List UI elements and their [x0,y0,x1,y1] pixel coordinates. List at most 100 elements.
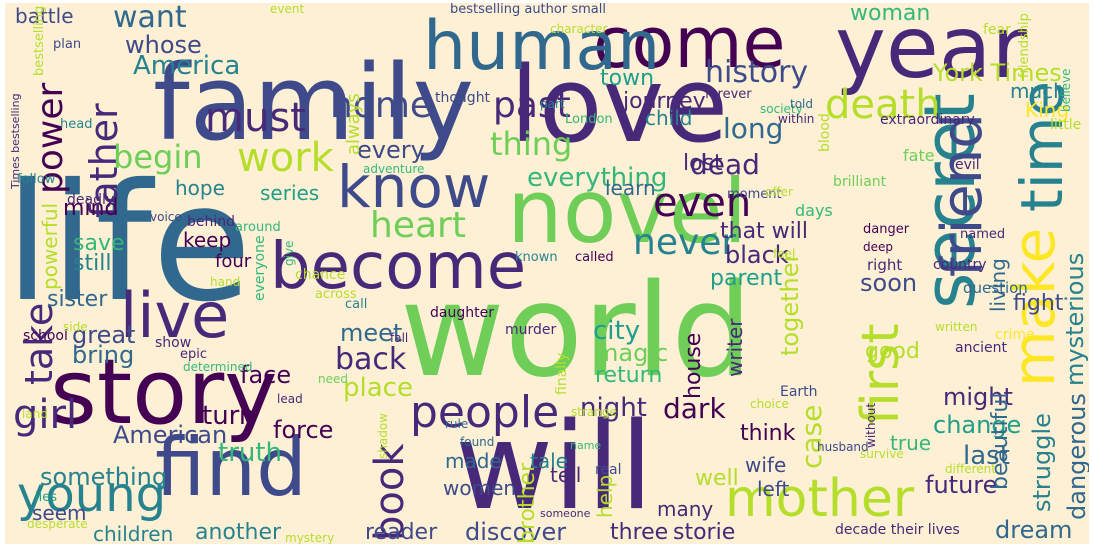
word-someone: someone [540,507,591,520]
word-school: school [23,328,68,344]
word-girl: girl [13,392,78,438]
word-series: series [260,181,320,205]
word-world: world [400,257,753,406]
word-novel: novel [507,160,748,263]
word-lost: lost [683,151,723,176]
word-find: find [155,421,307,514]
word-chance: chance [295,267,346,283]
word-voice: voice [150,210,182,224]
word-feel: feel [773,247,796,261]
word-days: days [795,201,833,220]
word-young: young [17,467,167,523]
word-night: night [580,393,647,423]
word-desperate: desperate [27,517,88,531]
word-another: another [195,520,282,544]
word-save: save [73,231,125,256]
word-much: much [1010,79,1066,103]
word-survive: survive [860,447,904,461]
word-daughter: daughter [430,305,494,321]
word-begin: begin [113,138,203,176]
word-hand: hand [210,275,241,289]
word-family: family [153,42,474,164]
word-keep: keep [183,228,232,252]
word-town: town [600,66,655,91]
word-side: side [63,320,88,334]
word-fall: fall [390,331,409,345]
word-tell: tell [550,463,582,487]
word-character: character [550,22,608,36]
word-left: left [757,477,790,501]
word-dark: dark [663,392,726,425]
word-discover: discover [465,518,567,544]
word-land: land [22,407,48,421]
word-home: home [330,85,433,126]
word-every: every [357,136,425,164]
word-believe: believe [1059,68,1073,112]
word-london: London [565,112,613,127]
word-truth: truth [218,438,283,468]
word-always: always [343,93,364,155]
word-want: want [113,3,187,35]
word-king: King [1025,98,1070,122]
word-storie: storie [673,520,736,544]
word-murder: murder [505,322,557,338]
word-learn: learn [605,176,656,200]
word-decade-their-lives: decade their lives [835,522,960,538]
word-struggle: struggle [1028,413,1056,512]
word-determined: determined [183,360,253,374]
word-evil: evil [955,157,980,173]
word-dangerous: dangerous [1063,393,1089,520]
word-brilliant: brilliant [833,174,887,190]
word-know: know [337,153,491,221]
word-must: must [205,95,306,141]
word-woman: woman [850,3,931,26]
word-within: within [778,112,815,126]
word-come: come [593,3,786,84]
word-question: question [963,279,1028,297]
word-city: city [593,316,641,346]
word-lies: lies [35,490,57,505]
word-history: history [705,55,809,90]
word-magic: magic [595,339,669,367]
word-even: even [653,180,752,226]
word-plan: plan [53,37,82,52]
word-still: still [73,251,112,276]
word-work: work [237,135,334,181]
word-need: need [318,372,348,386]
word-danger: danger [863,222,910,237]
word-america: America [133,51,241,81]
word-head: head [60,117,93,132]
word-great: great [72,321,136,349]
word-event: event [270,3,305,16]
word-epic: epic [180,347,208,362]
word-found: found [460,435,495,449]
word-made: made [445,449,502,473]
word-soon: soon [860,269,918,297]
word-year: year [835,3,1027,98]
word-whose: whose [125,31,202,59]
word-fate: fate [903,146,935,165]
word-finally: finally [554,352,570,395]
word-women: women [443,476,517,500]
word-bring: bring [72,341,135,369]
word-death: death [825,82,941,128]
word-thing: thing [490,125,573,163]
word-crime: crime [995,327,1035,343]
word-writer: writer [723,318,747,377]
word-cloud: life world family will love novel story find com… [5,3,1089,544]
word-people: people [410,387,560,438]
word-ancient: ancient [955,340,1008,356]
word-help: help [593,474,617,518]
word-reader: reader [365,520,438,544]
word-right: right [867,256,903,274]
word-become: become [270,230,527,304]
word-last: last [963,441,1010,471]
word-bestselling-author-small: bestselling author small [450,3,606,17]
word-lead: lead [277,392,303,406]
word-called: called [575,250,614,265]
word-will: will [455,398,654,537]
word-friend: friend [930,113,995,277]
word-strange: strange [571,405,617,419]
word-american: American [113,421,228,449]
word-fight: fight [1013,291,1064,316]
